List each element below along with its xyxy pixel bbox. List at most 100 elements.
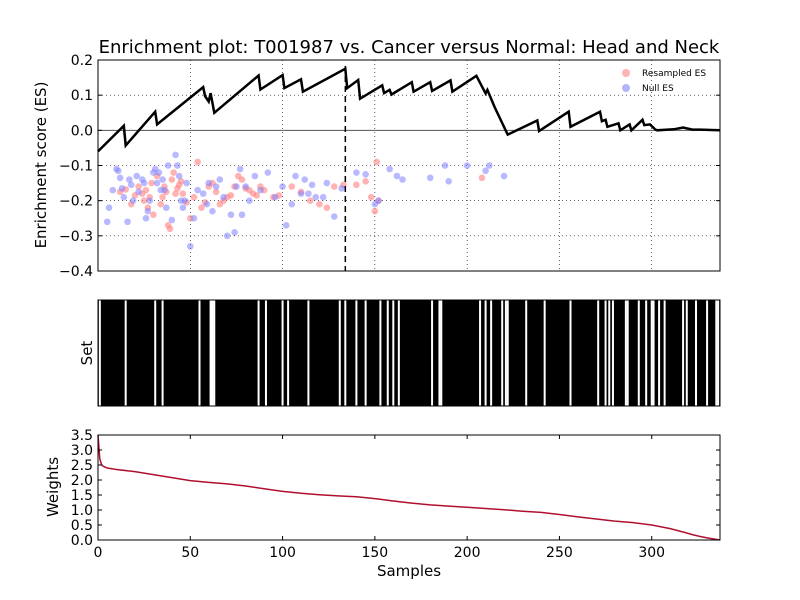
null-es-point — [485, 162, 493, 169]
null-es-point — [162, 204, 170, 211]
x-tick-label: 50 — [181, 545, 199, 561]
y-tick-label: −0.2 — [59, 194, 93, 210]
null-es-point — [216, 176, 224, 183]
null-es-point — [362, 170, 369, 178]
resampled-es-point — [362, 178, 369, 185]
set-y-label: Set — [78, 341, 96, 366]
resampled-es-point — [194, 158, 201, 166]
null-es-point — [142, 214, 150, 222]
null-es-point — [153, 179, 161, 187]
null-es-point — [172, 151, 179, 159]
null-es-point — [308, 181, 316, 189]
legend: Resampled ES Null ES — [622, 69, 706, 94]
null-es-point — [301, 176, 309, 183]
resampled-es-point — [148, 179, 155, 187]
null-es-point — [246, 197, 253, 204]
null-es-point — [181, 197, 189, 204]
resampled-es-point — [190, 193, 198, 201]
null-es-point — [353, 169, 360, 176]
null-es-point — [183, 179, 190, 187]
x-tick-label: 100 — [269, 545, 296, 561]
null-es-point — [251, 172, 259, 180]
x-tick-label: 250 — [546, 545, 573, 561]
null-es-point — [135, 188, 142, 196]
null-es-point — [109, 186, 117, 194]
null-es-point — [120, 193, 128, 201]
resampled-es-point — [212, 188, 220, 196]
null-es-point — [338, 185, 345, 192]
set-frame — [97, 299, 721, 407]
resampled-es-point — [166, 225, 174, 233]
weights-frame — [97, 434, 721, 541]
legend-resampled-marker — [622, 69, 630, 77]
weights-x-label: Samples — [377, 562, 441, 580]
null-es-point — [168, 216, 176, 224]
null-es-point — [271, 193, 279, 201]
null-es-point — [127, 181, 135, 189]
x-tick-label: 200 — [454, 545, 481, 561]
legend-null-label: Null ES — [642, 84, 674, 94]
null-es-point — [292, 172, 299, 180]
legend-resampled-label: Resampled ES — [642, 69, 706, 79]
resampled-es-point — [288, 183, 296, 190]
null-es-point — [223, 232, 231, 240]
null-es-point — [124, 218, 131, 226]
y-tick-label: 0.5 — [71, 518, 93, 534]
resampled-es-point — [227, 192, 235, 199]
resampled-es-point — [159, 193, 166, 201]
null-es-point — [386, 165, 393, 173]
y-tick-label: 2.5 — [71, 458, 93, 474]
null-es-point — [279, 183, 286, 190]
resampled-es-point — [367, 193, 375, 201]
resampled-es-point — [198, 204, 205, 211]
y-tick-label: −0.1 — [59, 159, 93, 175]
enrichment-y-label: Enrichment score (ES) — [32, 82, 50, 249]
resampled-es-point — [306, 197, 314, 204]
null-es-point — [126, 176, 133, 183]
weights-y-ticks: 3.53.02.52.01.51.00.50.0 — [71, 428, 720, 549]
set-background — [98, 300, 720, 406]
null-es-point — [133, 172, 141, 180]
null-es-point — [305, 190, 312, 197]
resampled-es-point — [253, 192, 261, 199]
null-es-point — [115, 167, 122, 175]
null-es-point — [236, 165, 244, 173]
legend-null-marker — [622, 84, 630, 92]
null-es-point — [288, 200, 296, 208]
null-es-point — [445, 178, 452, 185]
y-tick-label: 3.0 — [71, 443, 93, 459]
y-tick-label: 0.2 — [71, 53, 93, 69]
null-es-point — [312, 193, 320, 201]
x-tick-label: 0 — [94, 545, 103, 561]
weights-curve — [97, 434, 721, 541]
null-es-point — [297, 190, 305, 197]
resampled-es-point — [371, 207, 379, 215]
null-es-point — [103, 218, 111, 226]
null-es-point — [242, 183, 249, 190]
null-es-point — [175, 172, 183, 180]
weights-panel: 3.53.02.52.01.51.00.50.0 0 50 100 150 200 250… — [44, 428, 721, 580]
null-es-point — [393, 172, 401, 180]
null-es-point — [399, 176, 406, 183]
null-es-point — [199, 190, 207, 197]
y-tick-label: 1.0 — [71, 503, 93, 519]
null-es-point — [441, 162, 449, 169]
y-tick-label: 3.5 — [71, 428, 93, 444]
null-es-point — [212, 183, 220, 190]
null-es-point — [194, 186, 201, 194]
resampled-es-point — [135, 183, 142, 190]
null-es-point — [500, 172, 508, 180]
null-es-point — [174, 162, 181, 169]
null-es-point — [426, 174, 434, 182]
resampled-es-point — [172, 190, 179, 197]
resampled-es-point — [373, 158, 381, 166]
null-es-point — [118, 185, 126, 192]
null-es-point — [227, 211, 235, 219]
null-es-point — [209, 207, 216, 215]
x-tick-label: 300 — [638, 545, 665, 561]
y-tick-label: 0.0 — [71, 533, 93, 549]
chart-title: Enrichment plot: T001987 vs. Cancer vers… — [99, 37, 720, 58]
enrichment-panel: 0.2 0.1 0.0 −0.1 −0.2 −0.3 −0.4 Enrichment sco… — [32, 53, 721, 280]
resampled-es-point — [478, 174, 486, 182]
null-es-point — [482, 167, 489, 175]
